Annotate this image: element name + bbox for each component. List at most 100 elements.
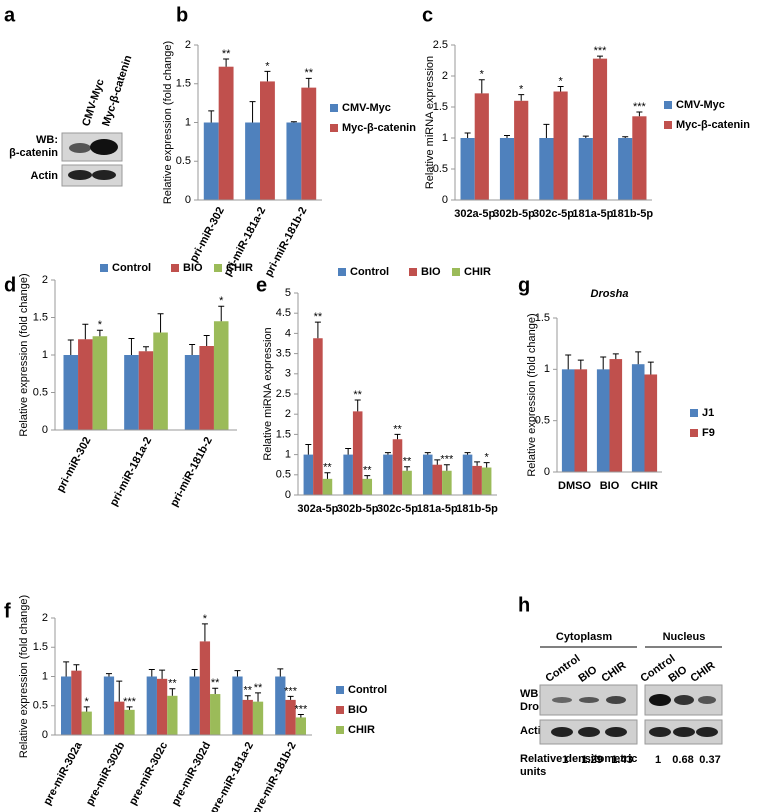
significance: ** <box>353 389 362 401</box>
legend-label: BIO <box>183 262 203 274</box>
legend-swatch <box>690 409 698 417</box>
error-bar <box>424 452 431 455</box>
legend-swatch <box>452 268 460 276</box>
bar <box>392 439 403 495</box>
significance: * <box>485 452 490 464</box>
significance: * <box>519 84 524 96</box>
y-tick-label: 1.5 <box>33 641 48 653</box>
significance: * <box>219 295 224 307</box>
y-tick-label: 1 <box>42 670 48 682</box>
densitometry-value: 1 <box>655 754 661 766</box>
error-bar <box>478 79 485 94</box>
bar <box>592 58 608 200</box>
y-axis-label: Relative expression (fold change) <box>526 313 538 476</box>
error-bar <box>223 58 230 67</box>
legend-label: CMV-Myc <box>676 99 725 111</box>
error-bar <box>582 135 589 138</box>
y-tick-label: 1.5 <box>176 78 191 90</box>
bar <box>632 116 647 200</box>
significance: *** <box>440 454 454 466</box>
x-tick-label: BIO <box>600 480 620 492</box>
y-tick-label: 0 <box>285 489 291 501</box>
bar <box>275 676 286 735</box>
bar <box>442 470 452 495</box>
bar <box>124 709 135 735</box>
error-bar <box>189 344 196 355</box>
band <box>551 727 573 737</box>
x-tick-label: pre-miR-302c <box>127 740 170 807</box>
x-tick-label: pri-miR-302 <box>188 205 227 264</box>
x-tick-label: DMSO <box>558 480 591 492</box>
bar <box>295 717 307 735</box>
group-label: Nucleus <box>663 631 706 643</box>
band <box>674 695 694 705</box>
x-tick-label: 181a-5p <box>572 208 613 220</box>
bar <box>156 678 168 735</box>
y-tick-label: 0.5 <box>276 469 291 481</box>
error-bar <box>635 351 642 365</box>
y-tick-label: 3.5 <box>276 348 291 360</box>
error-bar <box>116 680 123 702</box>
legend-swatch <box>100 264 108 272</box>
x-tick-label: 181a-5p <box>417 503 458 515</box>
chart-title: Drosha <box>591 288 629 300</box>
legend-swatch <box>338 268 346 276</box>
error-bar <box>83 706 90 712</box>
bar <box>242 699 253 735</box>
bar <box>184 355 200 430</box>
bar <box>252 701 264 735</box>
significance: *** <box>594 45 608 57</box>
bar <box>92 336 108 430</box>
error-bar <box>143 346 149 352</box>
x-tick-label: 181b-5p <box>456 503 498 515</box>
lane-label: Control <box>544 653 583 685</box>
error-bar <box>290 121 297 123</box>
significance: ** <box>254 682 263 694</box>
bar <box>153 332 168 430</box>
x-tick-label: 302a-5p <box>297 503 338 515</box>
wb-label: WB: <box>520 688 542 700</box>
legend-swatch <box>664 101 672 109</box>
panel-letter: c <box>422 4 433 26</box>
band <box>649 727 671 737</box>
significance: * <box>558 75 563 87</box>
band <box>69 143 91 153</box>
bar <box>322 478 333 495</box>
error-bar <box>543 123 550 138</box>
legend-label: J1 <box>702 407 714 419</box>
error-bar <box>63 661 70 677</box>
error-bar <box>354 399 361 412</box>
lane-label: Myc-β-catenin <box>100 54 134 128</box>
legend-swatch <box>330 104 338 112</box>
x-tick-label: pre-miR-181a-2 <box>208 740 256 812</box>
error-bar <box>622 136 629 138</box>
error-bar <box>234 670 241 677</box>
error-bar <box>557 86 564 92</box>
loading-label: Actin <box>31 170 59 182</box>
legend-swatch <box>690 429 698 437</box>
band <box>696 727 718 737</box>
bar <box>114 701 125 735</box>
error-bar <box>191 668 198 677</box>
legend-label: Control <box>348 684 387 696</box>
error-bar <box>203 335 210 346</box>
error-bar <box>443 464 450 471</box>
error-bar <box>596 55 603 59</box>
band <box>579 697 599 703</box>
densitometry-label: Relative densitometric units <box>520 753 638 778</box>
x-tick-label: pre-miR-302d <box>170 740 214 808</box>
x-tick-label: 302b-5p <box>337 503 379 515</box>
significance: ** <box>363 465 372 477</box>
error-bar <box>434 459 441 465</box>
bar <box>343 454 353 495</box>
legend-label: Control <box>350 266 389 278</box>
error-bar <box>67 339 74 355</box>
bar <box>301 87 317 200</box>
x-tick-label: pre-miR-302b <box>84 740 128 808</box>
y-axis-label: Relative expression (fold change) <box>18 273 30 436</box>
bar <box>481 467 492 495</box>
x-tick-label: pri-miR-181b-2 <box>263 205 310 279</box>
legend-label: Myc-β-catenin <box>342 122 416 134</box>
bar <box>203 122 219 200</box>
